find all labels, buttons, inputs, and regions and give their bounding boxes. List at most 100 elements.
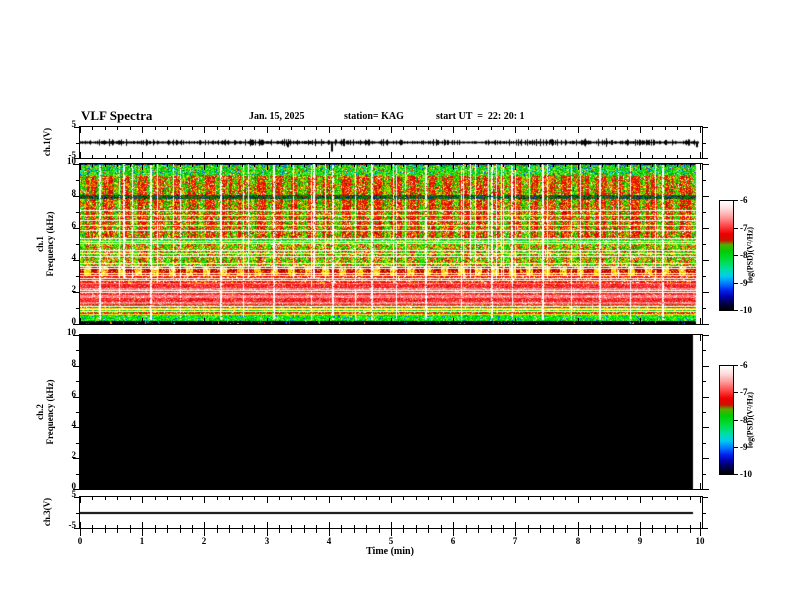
x-minor-tick <box>366 164 367 167</box>
x-minor-tick <box>503 497 504 500</box>
x-minor-tick <box>267 483 268 489</box>
x-minor-tick <box>553 335 554 338</box>
x-minor-tick <box>254 321 255 324</box>
x-minor-tick <box>640 318 641 324</box>
x-minor-tick <box>180 497 181 500</box>
x-minor-tick <box>155 486 156 489</box>
x-minor-tick <box>180 486 181 489</box>
x-minor-tick <box>677 164 678 167</box>
x-minor-tick <box>242 486 243 489</box>
x-minor-tick <box>466 164 467 167</box>
x-axis-tick <box>677 529 678 533</box>
x-axis-tick <box>354 529 355 533</box>
x-minor-tick <box>700 497 701 503</box>
x-minor-tick <box>180 127 181 130</box>
colorbar-tick-label: -6 <box>740 195 748 205</box>
x-minor-tick <box>665 164 666 167</box>
x-minor-tick <box>316 335 317 338</box>
x-minor-tick <box>80 318 81 324</box>
x-minor-tick <box>441 497 442 500</box>
x-minor-tick <box>640 497 641 503</box>
x-minor-tick <box>354 335 355 338</box>
x-minor-tick <box>391 318 392 324</box>
colorbar-tick <box>734 228 738 229</box>
x-minor-tick <box>329 152 330 158</box>
x-axis-tick <box>105 529 106 533</box>
x-minor-tick <box>155 127 156 130</box>
y-tick-label: 2 <box>71 284 77 294</box>
x-minor-tick <box>180 335 181 338</box>
x-minor-tick <box>690 486 691 489</box>
x-axis-tick <box>578 529 579 536</box>
y-tick <box>703 244 706 245</box>
x-minor-tick <box>690 335 691 338</box>
x-minor-tick <box>117 486 118 489</box>
figure-date: Jan. 15, 2025 <box>249 111 305 122</box>
x-minor-tick <box>291 321 292 324</box>
x-minor-tick <box>453 318 454 324</box>
x-axis-tick <box>491 529 492 533</box>
y-tick <box>73 196 79 197</box>
x-minor-tick <box>640 127 641 133</box>
y-tick-label: 5 <box>71 489 77 499</box>
x-minor-tick <box>441 127 442 130</box>
x-minor-tick <box>117 335 118 338</box>
x-axis-tick <box>229 529 230 533</box>
x-minor-tick <box>665 127 666 130</box>
y-tick-label: 8 <box>71 358 77 368</box>
x-minor-tick <box>105 127 106 130</box>
x-minor-tick <box>366 335 367 338</box>
colorbar-tick-label: -8 <box>740 415 748 425</box>
y-tick-label: 4 <box>71 252 77 262</box>
x-minor-tick <box>428 155 429 158</box>
x-minor-tick <box>665 321 666 324</box>
x-minor-tick <box>142 127 143 133</box>
x-minor-tick <box>354 127 355 130</box>
x-minor-tick <box>652 321 653 324</box>
x-minor-tick <box>354 321 355 324</box>
x-minor-tick <box>540 127 541 130</box>
x-minor-tick <box>665 155 666 158</box>
x-minor-tick <box>316 155 317 158</box>
x-minor-tick <box>700 522 701 528</box>
x-minor-tick <box>80 497 81 503</box>
x-minor-tick <box>665 497 666 500</box>
x-minor-tick <box>528 525 529 528</box>
y-tick <box>73 397 79 398</box>
x-minor-tick <box>515 152 516 158</box>
x-minor-tick <box>254 525 255 528</box>
x-minor-tick <box>453 164 454 170</box>
x-minor-tick <box>167 486 168 489</box>
y-tick-label: -5 <box>68 150 77 160</box>
x-axis-tick <box>553 529 554 533</box>
x-minor-tick <box>403 497 404 500</box>
x-minor-tick <box>379 164 380 167</box>
x-minor-tick <box>652 127 653 130</box>
x-minor-tick <box>553 486 554 489</box>
x-minor-tick <box>329 335 330 341</box>
x-axis-tick <box>204 529 205 536</box>
x-minor-tick <box>92 321 93 324</box>
x-axis-tick <box>329 529 330 536</box>
x-minor-tick <box>640 335 641 341</box>
x-minor-tick <box>515 522 516 528</box>
colorbar-tick <box>734 283 738 284</box>
y-tick <box>703 324 709 325</box>
x-axis-tick <box>130 529 131 533</box>
x-minor-tick <box>602 497 603 500</box>
x-minor-tick <box>565 525 566 528</box>
x-minor-tick <box>142 318 143 324</box>
y-tick <box>73 366 79 367</box>
x-axis-tick <box>665 529 666 533</box>
x-minor-tick <box>416 155 417 158</box>
x-minor-tick <box>167 155 168 158</box>
x-axis-tick <box>180 529 181 533</box>
x-minor-tick <box>204 127 205 133</box>
x-minor-tick <box>92 335 93 338</box>
x-minor-tick <box>242 497 243 500</box>
x-minor-tick <box>453 127 454 133</box>
x-minor-tick <box>304 497 305 500</box>
x-minor-tick <box>428 164 429 167</box>
x-tick-label: 0 <box>77 536 83 546</box>
x-minor-tick <box>379 525 380 528</box>
